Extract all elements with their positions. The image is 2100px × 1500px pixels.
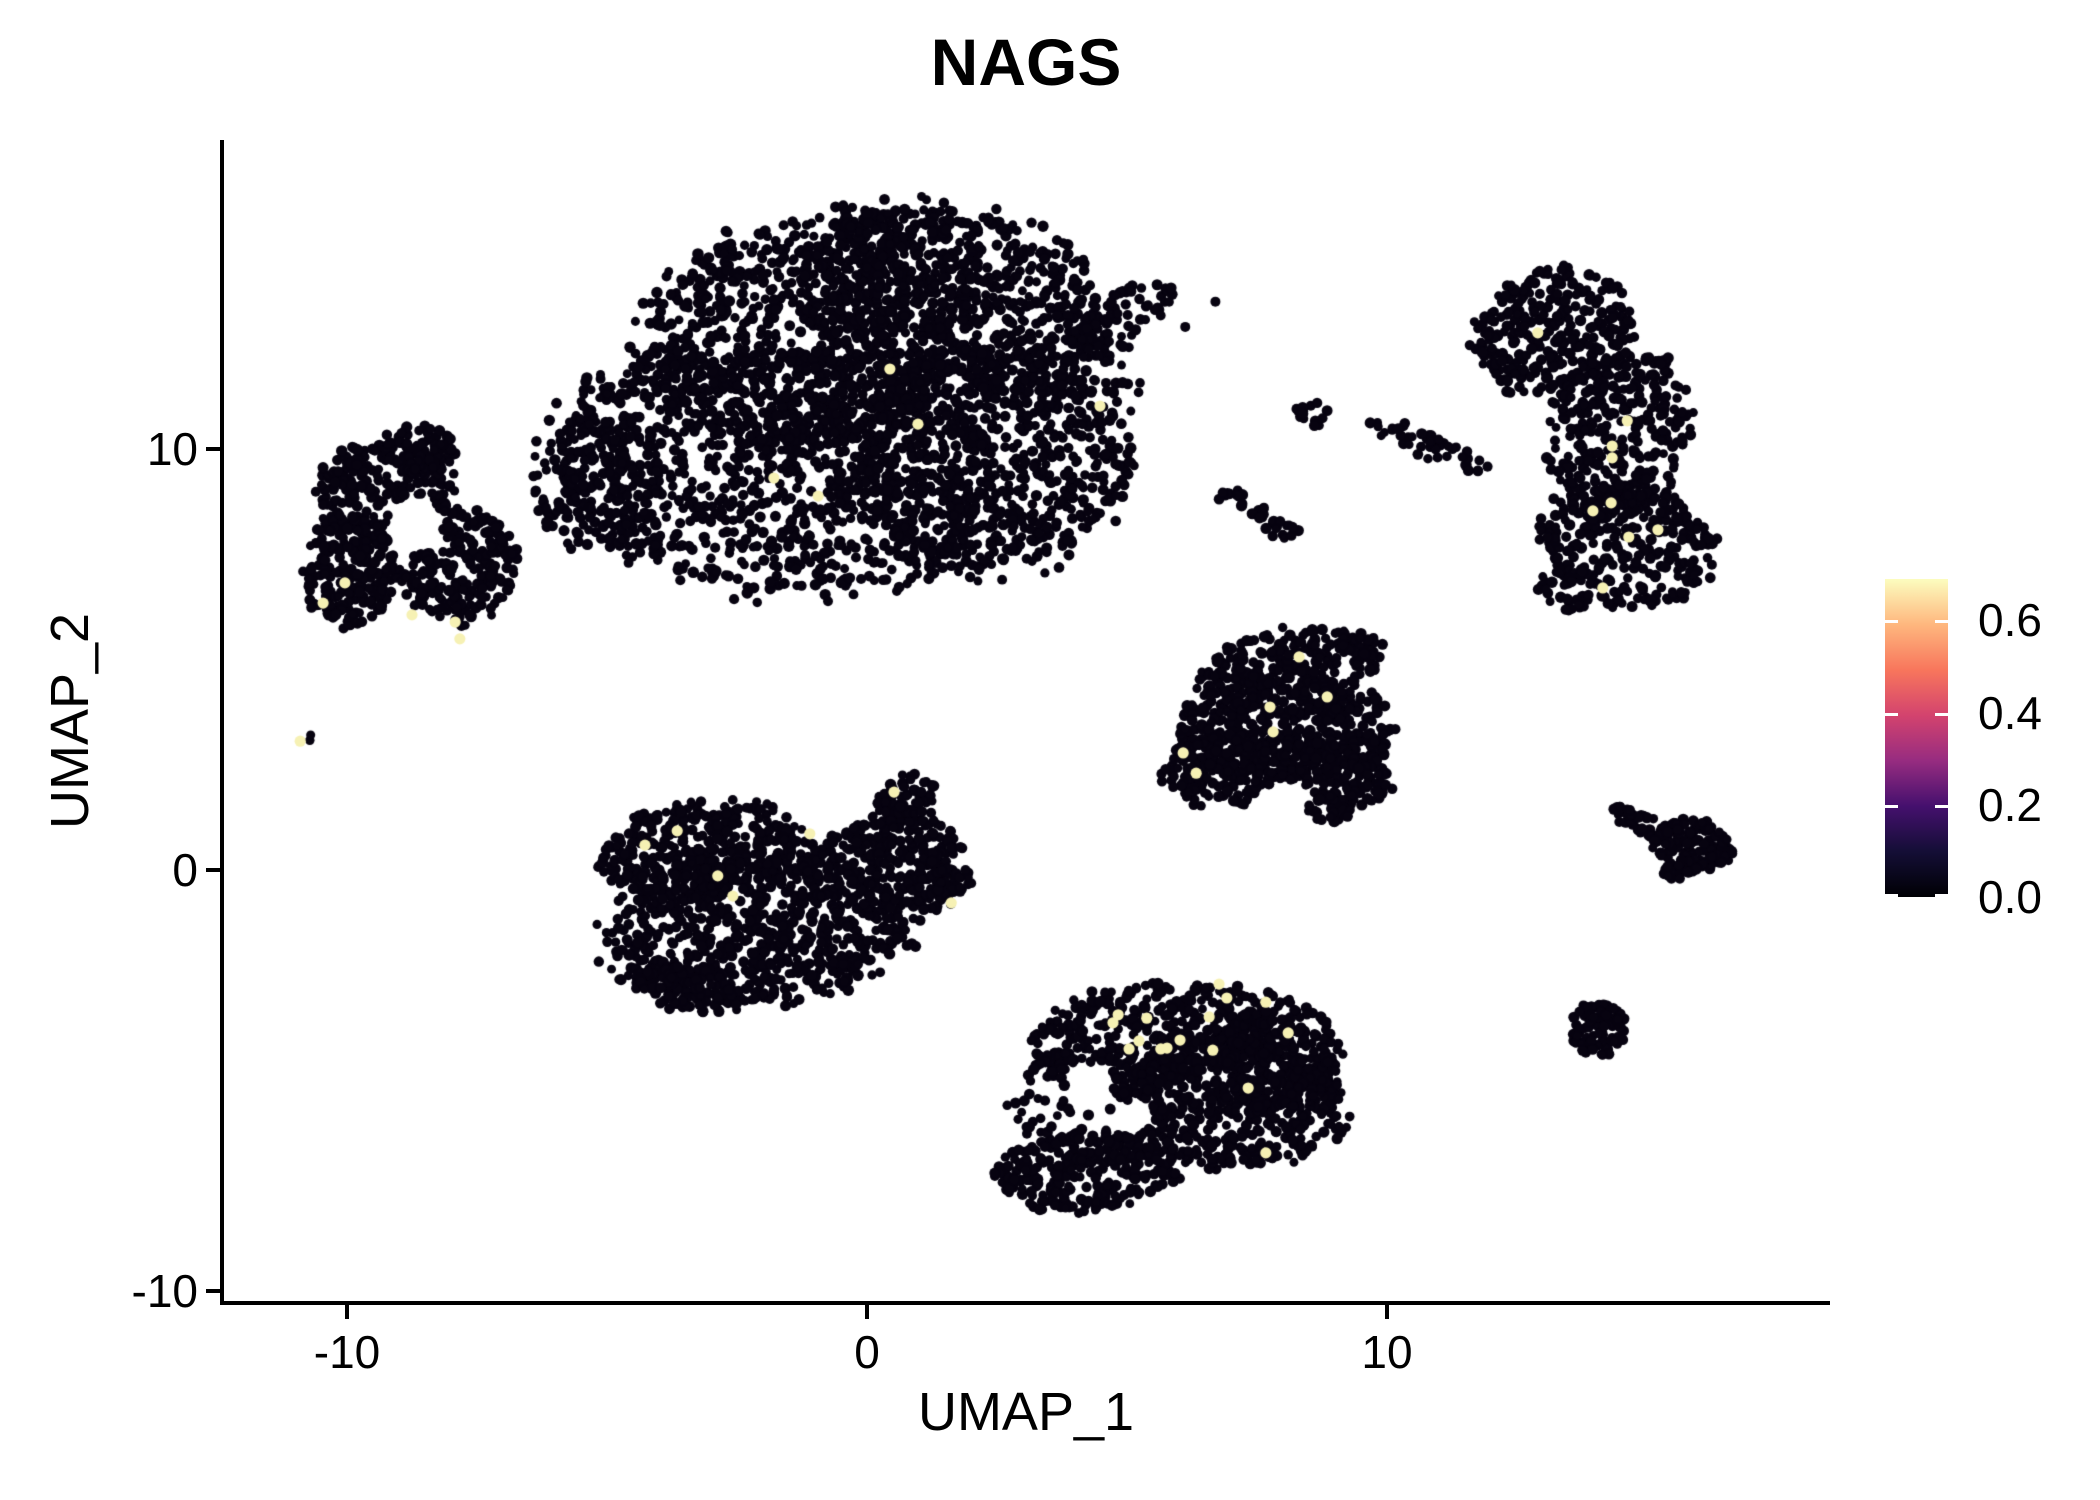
colorbar-tick-mark xyxy=(1885,804,1898,808)
colorbar-tick-label: 0.4 xyxy=(1978,686,2042,739)
y-tick-mark xyxy=(206,1289,220,1293)
x-tick-mark xyxy=(1385,1305,1389,1319)
colorbar-tick-label: 0.0 xyxy=(1978,871,2042,923)
colorbar-tick-mark xyxy=(1885,620,1898,624)
x-tick-label: 10 xyxy=(1361,1326,1413,1378)
x-tick-label: -10 xyxy=(313,1326,381,1378)
x-tick-label: 0 xyxy=(854,1326,880,1378)
colorbar-tick-mark xyxy=(1935,894,1948,897)
colorbar-tick-mark xyxy=(1885,894,1898,897)
y-tick-label: -10 xyxy=(131,1265,198,1317)
y-tick-label: 10 xyxy=(146,423,198,475)
colorbar-gradient xyxy=(1885,579,1948,897)
y-tick-mark xyxy=(206,868,220,872)
y-tick-mark xyxy=(206,447,220,451)
x-tick-mark xyxy=(865,1305,869,1319)
colorbar-tick-mark xyxy=(1935,712,1948,716)
x-axis-line xyxy=(220,1301,1830,1305)
x-axis-title: UMAP_1 xyxy=(917,1382,1135,1442)
colorbar-tick-label: 0.6 xyxy=(1978,594,2042,647)
colorbar-tick-label: 0.2 xyxy=(1978,778,2042,831)
y-axis-title: UMAP_2 xyxy=(40,612,100,830)
y-axis-line xyxy=(220,140,224,1305)
y-tick-label: 0 xyxy=(172,844,198,896)
x-tick-mark xyxy=(345,1305,349,1319)
colorbar-tick-mark xyxy=(1885,712,1898,716)
colorbar-tick-mark xyxy=(1935,804,1948,808)
colorbar-tick-mark xyxy=(1935,620,1948,624)
